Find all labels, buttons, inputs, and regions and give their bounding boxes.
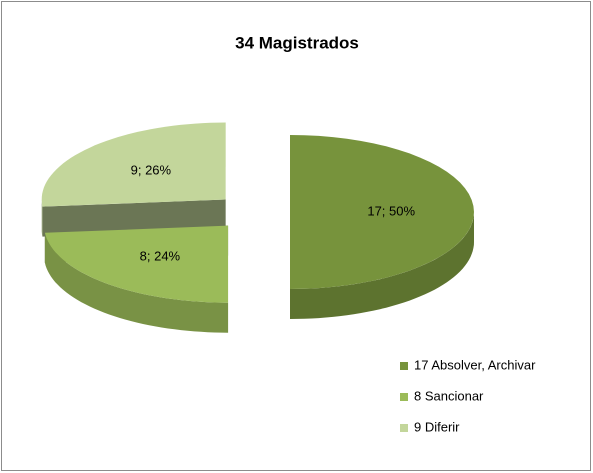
slice-side [42,199,226,237]
legend-label: 17 Absolver, Archivar [414,357,536,372]
legend-label: 8 Sancionar [414,388,484,403]
slice-wall [41,199,43,237]
chart-title: 34 Magistrados [235,33,359,52]
legend-swatch [400,393,408,401]
slice-wall [44,232,229,333]
slice [290,135,474,289]
slice [41,122,226,207]
slice-wall [290,212,474,319]
data-label: 9; 26% [131,162,172,177]
legend-swatch [400,424,408,432]
data-label: 8; 24% [140,248,181,263]
data-label: 17; 50% [367,203,415,218]
legend-swatch [400,362,408,370]
slice [44,225,229,303]
legend-label: 9 Diferir [414,419,460,434]
